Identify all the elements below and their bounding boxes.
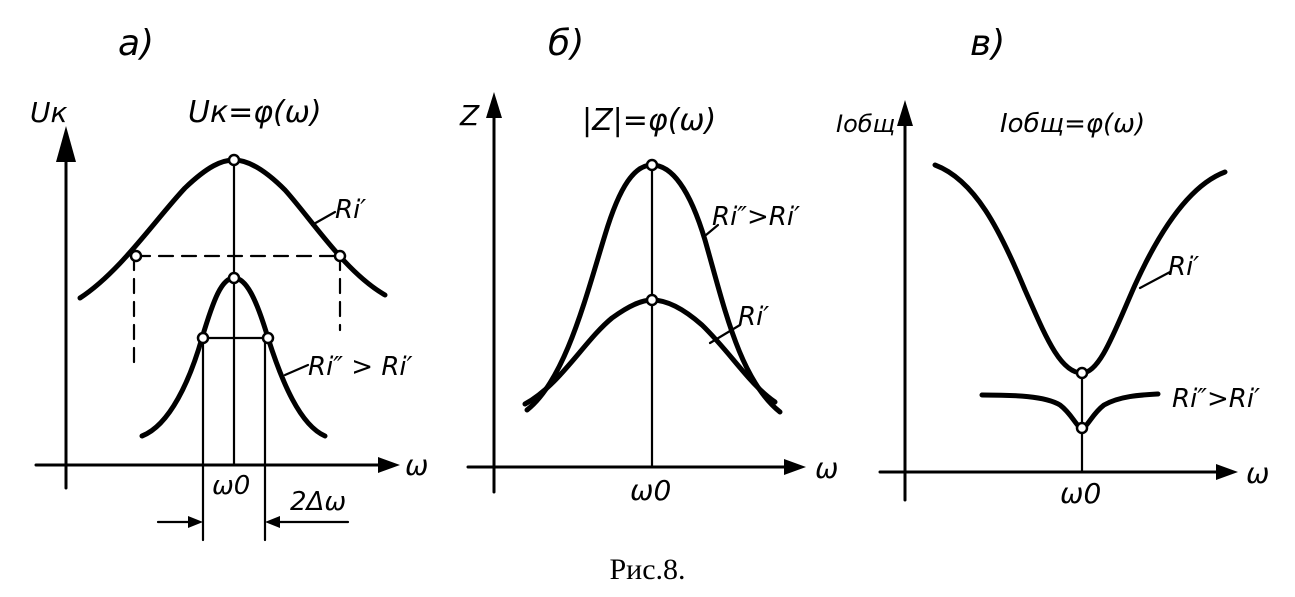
- panel-c-x-label: ω: [1246, 457, 1269, 490]
- panel-a-bandwidth-label: 2Δω: [290, 487, 346, 517]
- panel-b: б) Z ω |Z|=φ(ω) ω0 Ri″>Ri′ Ri′: [459, 23, 838, 507]
- panel-b-curve1-label: Ri″>Ri′: [712, 202, 800, 232]
- panel-b-y-label: Z: [459, 99, 480, 132]
- panel-a-center-label: ω0: [212, 471, 250, 501]
- panel-a-band-arrow-right: [265, 516, 280, 528]
- panel-a-dot-left-narrow: [196, 331, 210, 345]
- panel-c-formula: Iобщ=φ(ω): [1000, 109, 1145, 139]
- panel-a-dot-right-wide: [333, 249, 347, 263]
- panel-b-formula: |Z|=φ(ω): [582, 103, 716, 138]
- panel-c-curve2-label: Ri″>Ri′: [1172, 384, 1260, 414]
- panel-a-y-label: Uк: [30, 96, 67, 129]
- figure-caption: Рис.8.: [609, 553, 686, 586]
- panel-c-center-label: ω0: [1060, 477, 1101, 510]
- panel-c-letter: в): [970, 23, 1005, 64]
- panel-c-curve1-label: Ri′: [1168, 252, 1199, 282]
- panel-a-dot-right-narrow: [261, 331, 275, 345]
- panel-b-y-arrow: [486, 92, 502, 118]
- panel-a-formula: Uк=φ(ω): [188, 95, 322, 130]
- panel-c-label1-leader: [1138, 270, 1172, 290]
- panel-b-label2-leader: [708, 323, 742, 345]
- panel-a: а) Uк ω Uк=φ(ω) 2Δω ω0 Ri′ Ri″ >: [30, 23, 428, 542]
- panel-b-center-label: ω0: [630, 474, 671, 507]
- panel-a-y-arrow: [56, 126, 76, 162]
- panel-a-dot-left-wide: [129, 249, 143, 263]
- panel-c-y-arrow: [897, 100, 913, 126]
- panel-a-dot-peak-narrow: [227, 271, 241, 285]
- panel-b-dot-peak-low: [645, 293, 659, 307]
- panel-c-dot-min-upper: [1075, 366, 1089, 380]
- panel-a-label1-leader: [310, 210, 337, 227]
- panel-c-x-arrow: [1216, 464, 1238, 480]
- panel-a-curve2-label: Ri″ > Ri′: [308, 352, 413, 382]
- panel-b-letter: б): [548, 23, 584, 64]
- panel-a-label2-leader: [283, 363, 310, 377]
- panel-c-y-label: Iобщ: [836, 110, 895, 138]
- panel-a-x-label: ω: [405, 449, 428, 482]
- panel-a-curve1-label: Ri′: [335, 195, 366, 225]
- panel-b-curve2-label: Ri′: [738, 302, 769, 332]
- panel-a-letter: а): [118, 23, 154, 64]
- panel-c: в) Iобщ ω Iобщ=φ(ω) ω0 Ri′ Ri″>Ri′: [836, 23, 1269, 510]
- panel-b-label1-leader: [704, 223, 720, 237]
- panel-a-band-arrow-left: [188, 516, 203, 528]
- panel-a-x-arrow: [378, 457, 400, 473]
- panel-c-curve-lower: [979, 391, 1161, 431]
- panel-b-dot-peak-tall: [645, 158, 659, 172]
- panel-c-dot-min-lower: [1075, 421, 1089, 435]
- panel-b-x-arrow: [784, 459, 806, 475]
- panel-b-x-label: ω: [815, 452, 838, 485]
- panel-a-dot-peak-wide: [227, 153, 241, 167]
